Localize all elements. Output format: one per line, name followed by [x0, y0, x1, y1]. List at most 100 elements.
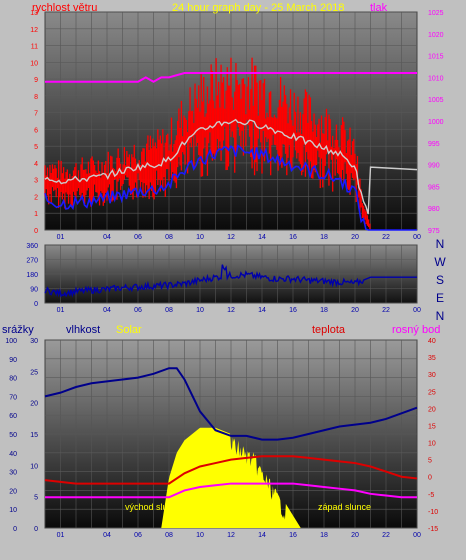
time-tick-label: 18 — [320, 234, 328, 241]
time-tick-label: 06 — [134, 532, 142, 539]
time-tick-label: 00 — [413, 234, 421, 241]
humidity-tick-label: 70 — [9, 394, 17, 401]
humidity-tick-label: 60 — [9, 413, 17, 420]
humidity-tick-label: 0 — [13, 526, 17, 533]
pressure-tick-label: 1005 — [428, 97, 444, 104]
time-tick-label: 22 — [382, 307, 390, 314]
average-wind-line — [44, 144, 417, 231]
temperature-tick-label: 10 — [428, 441, 436, 448]
wind-tick-label: 1 — [34, 211, 38, 218]
pressure-tick-label: 1020 — [428, 32, 444, 39]
time-tick-label: 12 — [227, 234, 235, 241]
time-tick-label: 16 — [289, 234, 297, 241]
wind-tick-label: 4 — [34, 161, 38, 168]
compass-letter: E — [436, 291, 444, 305]
rain-tick-label: 15 — [30, 432, 38, 439]
pressure-tick-label: 975 — [428, 228, 440, 235]
rain-tick-label: 0 — [34, 526, 38, 533]
sunrise-label: východ slunce — [125, 502, 182, 512]
wind-tick-label: 3 — [34, 178, 38, 185]
wind-tick-label: 9 — [34, 77, 38, 84]
temperature-tick-label: 30 — [428, 372, 436, 379]
direction-axis-ticks: 0 90 180 270 360 — [26, 243, 38, 308]
humidity-line — [44, 367, 418, 441]
wind-speed-label: rychlost větru — [32, 2, 97, 14]
rain-tick-label: 20 — [30, 401, 38, 408]
time-tick-label: 04 — [103, 532, 111, 539]
pressure-tick-label: 1000 — [428, 119, 444, 126]
temperature-label: teplota — [312, 324, 346, 336]
time-tick-label: 01 — [57, 307, 65, 314]
time-tick-label: 08 — [165, 307, 173, 314]
rain-tick-label: 30 — [30, 338, 38, 345]
gray-trace-line — [44, 118, 418, 215]
direction-grid — [45, 244, 417, 304]
solar-area — [161, 427, 301, 528]
time-tick-label: 14 — [258, 532, 266, 539]
time-tick-label: 10 — [196, 307, 204, 314]
direction-tick-label: 360 — [26, 243, 38, 250]
humidity-tick-label: 50 — [9, 432, 17, 439]
weather-series — [44, 367, 418, 528]
direction-tick-label: 270 — [26, 258, 38, 265]
time-tick-label: 12 — [227, 307, 235, 314]
humidity-tick-label: 40 — [9, 451, 17, 458]
wind-tick-label: 8 — [34, 94, 38, 101]
time-tick-label: 06 — [134, 234, 142, 241]
time-tick-label: 04 — [103, 307, 111, 314]
time-tick-label: 18 — [320, 307, 328, 314]
rain-label: srážky — [2, 324, 34, 336]
humidity-label: vlhkost — [66, 324, 100, 336]
wind-tick-label: 12 — [30, 27, 38, 34]
wind-direction-line — [44, 264, 417, 298]
wind-tick-label: 13 — [30, 10, 38, 17]
temperature-tick-label: 25 — [428, 389, 436, 396]
wind-tick-label: 5 — [34, 144, 38, 151]
pressure-tick-label: 980 — [428, 206, 440, 213]
solar-label: Solar — [116, 324, 142, 336]
wind-tick-label: 7 — [34, 111, 38, 118]
time-tick-label: 01 — [57, 532, 65, 539]
time-tick-label: 20 — [351, 532, 359, 539]
rain-tick-label: 10 — [30, 463, 38, 470]
pressure-tick-label: 985 — [428, 184, 440, 191]
direction-tick-label: 0 — [34, 301, 38, 308]
time-tick-label: 00 — [413, 307, 421, 314]
temperature-tick-label: 20 — [428, 406, 436, 413]
wind-tick-label: 0 — [34, 228, 38, 235]
pressure-label: tlak — [370, 2, 388, 14]
weather-time-ticks: 01 04 06 08 10 12 14 16 18 20 22 00 — [57, 532, 421, 539]
temperature-tick-label: 35 — [428, 355, 436, 362]
sunset-label: západ slunce — [318, 502, 371, 512]
wind-series — [44, 57, 418, 231]
direction-tick-label: 90 — [30, 287, 38, 294]
rain-tick-label: 5 — [34, 495, 38, 502]
temperature-line — [44, 455, 418, 485]
direction-series — [44, 264, 417, 298]
wind-tick-label: 2 — [34, 194, 38, 201]
chart-title: 24 hour graph day - 25 March 2018 — [172, 2, 344, 14]
compass-letter: W — [434, 255, 446, 269]
wind-tick-label: 11 — [31, 44, 38, 51]
time-tick-label: 08 — [165, 532, 173, 539]
wind-tick-label: 10 — [30, 60, 38, 67]
dewpoint-line — [45, 482, 417, 499]
time-tick-label: 12 — [227, 532, 235, 539]
humidity-tick-label: 20 — [9, 488, 17, 495]
pressure-tick-label: 995 — [428, 141, 440, 148]
temperature-tick-label: 5 — [428, 458, 432, 465]
pressure-line — [45, 72, 417, 83]
humidity-tick-label: 100 — [5, 338, 17, 345]
time-tick-label: 14 — [258, 307, 266, 314]
pressure-tick-label: 1015 — [428, 54, 444, 61]
time-tick-label: 06 — [134, 307, 142, 314]
time-tick-label: 04 — [103, 234, 111, 241]
compass-letter: S — [436, 273, 444, 287]
time-tick-label: 22 — [382, 234, 390, 241]
pressure-tick-label: 990 — [428, 163, 440, 170]
rain-axis-ticks: 0 5 10 15 20 25 30 — [30, 338, 38, 533]
humidity-tick-label: 90 — [9, 357, 17, 364]
